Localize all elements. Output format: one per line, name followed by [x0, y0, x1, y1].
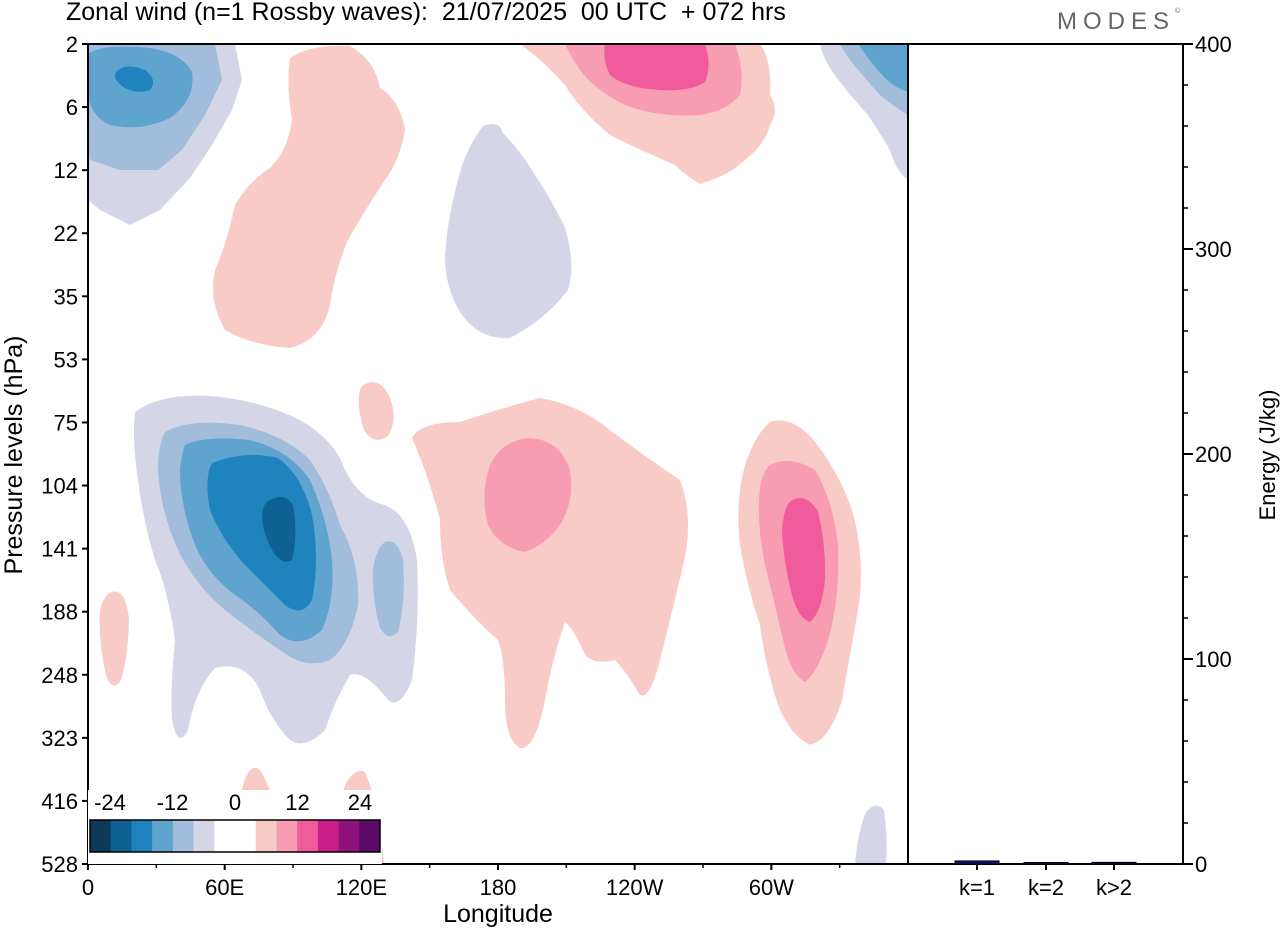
colorbar-swatch — [317, 820, 339, 852]
colorbar-swatch — [255, 820, 277, 852]
negative-level-4-lower-left — [207, 454, 316, 611]
negative-zone-bottom-right — [855, 805, 887, 864]
pressure-axis: 2 6 12 22 35 53 75 104 141 188 248 323 416 528 — [41, 32, 88, 877]
colorbar-label: -12 — [157, 790, 189, 815]
colorbar-label: 0 — [229, 790, 241, 815]
colorbar-label: 12 — [285, 790, 309, 815]
x-tick-label: 120W — [606, 875, 664, 900]
y-tick-label: 188 — [41, 600, 78, 625]
positive-small-left-edge — [99, 591, 129, 686]
y-tick-label: 416 — [41, 789, 78, 814]
colorbar-swatch — [297, 820, 319, 852]
energy-category-label: k=2 — [1028, 875, 1064, 900]
energy-bar — [1023, 862, 1069, 865]
colorbar-swatch — [214, 820, 236, 852]
y-tick-label: 22 — [54, 221, 78, 246]
positive-zone-upper-mid — [212, 45, 405, 348]
x-tick-label: 60E — [205, 875, 244, 900]
negative-level-3-upper-edge — [858, 44, 908, 92]
y-tick-label: 141 — [41, 537, 78, 562]
y-tick-label: 53 — [54, 347, 78, 372]
colorbar-swatch — [152, 820, 174, 852]
energy-tick-label: 0 — [1195, 852, 1207, 877]
negative-small-120e — [372, 541, 404, 637]
colorbar-swatch — [110, 820, 132, 852]
y-tick-label: 12 — [54, 158, 78, 183]
colorbar: -24 -12 0 12 24 — [88, 790, 382, 864]
positive-small-120e — [358, 382, 394, 440]
positive-zone-lower-mid — [412, 398, 689, 749]
energy-bar — [1091, 861, 1137, 865]
y-tick-label: 2 — [66, 32, 78, 57]
y-tick-label: 323 — [41, 726, 78, 751]
negative-level-4-upper-left — [114, 66, 154, 92]
energy-tick-label: 100 — [1195, 647, 1232, 672]
colorbar-frame — [89, 819, 381, 853]
modes-logo: MODES© — [1057, 8, 1181, 35]
positive-level-3-lower-right — [782, 498, 826, 622]
energy-tick-label: 300 — [1195, 237, 1232, 262]
colorbar-swatch — [276, 820, 298, 852]
y-tick-label: 75 — [54, 410, 78, 435]
positive-level-3-upper-right — [604, 44, 709, 91]
contour-field — [88, 44, 908, 864]
positive-level-2-lower-mid — [484, 438, 572, 552]
x-tick-label: 60W — [749, 875, 794, 900]
colorbar-swatch — [235, 820, 257, 852]
colorbar-label: 24 — [348, 790, 372, 815]
negative-level-5-lower-left — [262, 496, 296, 562]
energy-bar — [954, 860, 1000, 865]
y-axis-label: Pressure levels (hPa) — [0, 336, 28, 575]
y-tick-label: 35 — [54, 284, 78, 309]
energy-category-label: k>2 — [1096, 875, 1132, 900]
y-tick-label: 248 — [41, 663, 78, 688]
y-tick-label: 528 — [41, 852, 78, 877]
y-tick-label: 104 — [41, 474, 78, 499]
colorbar-swatch — [131, 820, 153, 852]
colorbar-swatch — [338, 820, 360, 852]
energy-axis: 0 100 200 300 400 — [1183, 32, 1232, 877]
x-tick-label: 120E — [336, 875, 387, 900]
colorbar-label: -24 — [94, 790, 126, 815]
x-tick-label: 0 — [82, 875, 94, 900]
longitude-axis: 0 60E 120E 180 120W 60W — [82, 864, 841, 900]
x-axis-label: Longitude — [443, 900, 553, 928]
chart-title: Zonal wind (n=1 Rossby waves): 21/07/202… — [66, 0, 786, 26]
x-tick-label: 180 — [480, 875, 517, 900]
colorbar-swatch — [172, 820, 194, 852]
energy-category-label: k=1 — [959, 875, 995, 900]
colorbar-swatch — [90, 820, 112, 852]
energy-bars: k=1 k=2 k>2 — [954, 860, 1137, 900]
energy-tick-label: 400 — [1195, 32, 1232, 57]
negative-zone-upper-center — [445, 124, 572, 339]
energy-tick-label: 200 — [1195, 442, 1232, 467]
y-tick-label: 6 — [66, 95, 78, 120]
colorbar-swatch — [193, 820, 215, 852]
energy-axis-label: Energy (J/kg) — [1255, 390, 1280, 521]
colorbar-swatch — [359, 820, 381, 852]
